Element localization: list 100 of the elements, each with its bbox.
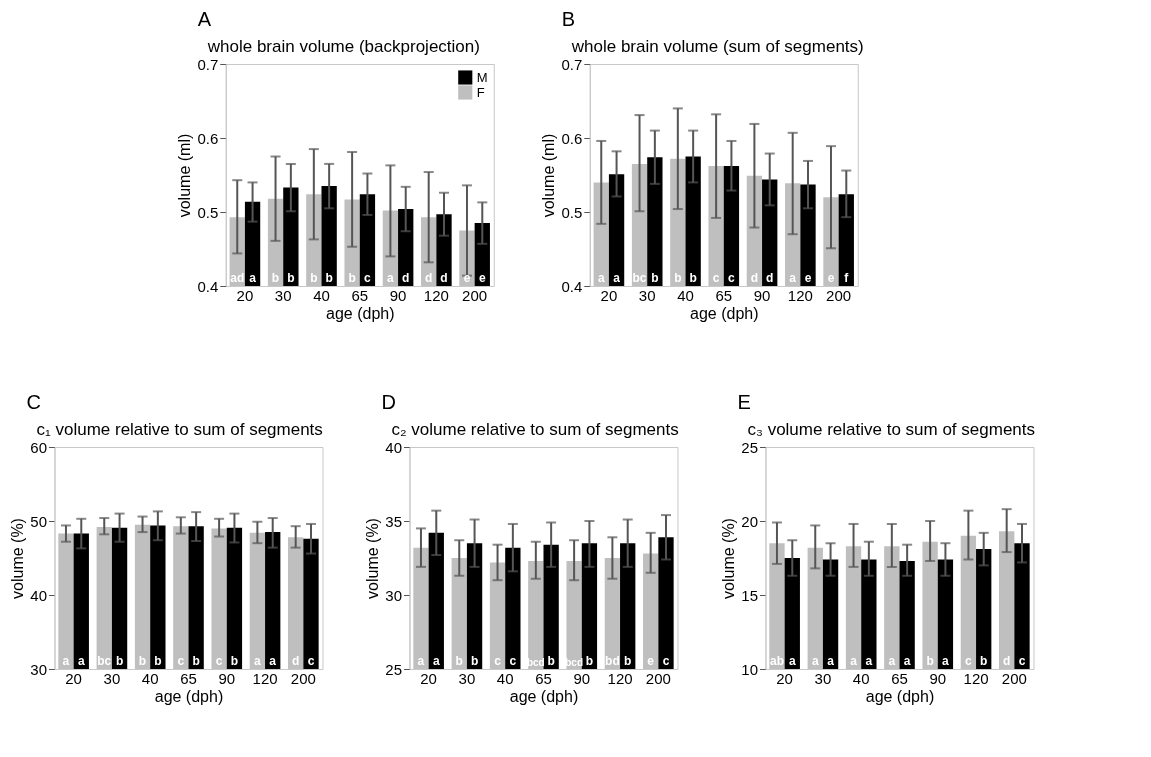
data-label: e xyxy=(647,654,655,668)
data-label: c xyxy=(494,654,502,668)
x-tick-label: 120 xyxy=(252,669,278,687)
data-label: a xyxy=(387,271,395,285)
y-tick-label: 20 xyxy=(741,512,758,530)
data-label: e xyxy=(804,271,812,285)
data-label: b xyxy=(192,654,200,668)
data-label: c xyxy=(712,271,720,285)
data-label: b xyxy=(115,654,124,668)
x-tick-label: 40 xyxy=(141,669,159,687)
x-tick-label: 20 xyxy=(420,669,437,687)
chart-title: c₃ volume relative to sum of segments xyxy=(747,420,1036,439)
data-label: a xyxy=(77,654,85,668)
data-label: b xyxy=(585,654,594,668)
x-tick-label: 20 xyxy=(65,669,82,687)
y-axis-title: volume (ml) xyxy=(540,133,558,218)
x-tick-label: 65 xyxy=(351,286,369,304)
data-label: b xyxy=(271,271,280,285)
x-tick-label: 90 xyxy=(929,669,947,687)
data-label: d xyxy=(1003,654,1011,668)
legend-label: F xyxy=(476,84,485,100)
x-tick-label: 20 xyxy=(776,669,793,687)
data-label: a xyxy=(417,654,425,668)
x-tick-label: 200 xyxy=(1001,669,1027,687)
data-label: c xyxy=(1018,654,1026,668)
data-label: b xyxy=(230,654,239,668)
x-tick-label: 200 xyxy=(290,669,316,687)
x-tick-label: 200 xyxy=(462,286,488,304)
y-tick-label: 25 xyxy=(741,438,758,456)
x-axis-title: age (dph) xyxy=(154,687,224,705)
x-tick-label: 120 xyxy=(423,286,449,304)
x-tick-label: 30 xyxy=(814,669,832,687)
x-tick-label: 200 xyxy=(645,669,671,687)
data-label: b xyxy=(455,654,463,668)
x-tick-label: 30 xyxy=(103,669,121,687)
data-label: b xyxy=(348,271,356,285)
y-tick-label: 35 xyxy=(385,512,402,530)
x-tick-label: 90 xyxy=(573,669,591,687)
data-label: a xyxy=(942,654,950,668)
y-tick-label: 0.5 xyxy=(561,203,583,221)
chart-title: whole brain volume (sum of segments) xyxy=(570,37,864,56)
chart-title: c₁ volume relative to sum of segments xyxy=(36,420,323,439)
data-label: bd xyxy=(605,654,620,668)
legend-label: M xyxy=(476,69,488,85)
data-label: c xyxy=(662,654,670,668)
data-label: a xyxy=(789,271,797,285)
y-tick-label: 30 xyxy=(385,586,402,604)
y-tick-label: 40 xyxy=(30,586,47,604)
y-tick-label: 0.4 xyxy=(561,277,583,295)
x-tick-label: 120 xyxy=(787,286,813,304)
data-label: a xyxy=(865,654,873,668)
x-tick-label: 40 xyxy=(852,669,870,687)
text: E xyxy=(737,391,751,413)
y-tick-label: 0.4 xyxy=(197,277,219,295)
data-label: ab xyxy=(769,654,784,668)
x-tick-label: 120 xyxy=(607,669,633,687)
x-tick-label: 40 xyxy=(313,286,330,304)
y-axis-title: volume (%) xyxy=(364,518,382,599)
data-label: d xyxy=(292,654,300,668)
data-label: a xyxy=(432,654,440,668)
data-label: bc xyxy=(632,271,647,285)
data-label: b xyxy=(138,654,147,668)
x-tick-label: 65 xyxy=(535,669,552,687)
data-label: b xyxy=(287,271,295,285)
data-label: a xyxy=(254,654,262,668)
data-label: d xyxy=(766,271,774,285)
data-label: c xyxy=(177,654,185,668)
data-label: a xyxy=(249,271,257,285)
x-axis-title: age (dph) xyxy=(865,687,935,705)
data-label: a xyxy=(811,654,819,668)
chart-title: c₂ volume relative to sum of segments xyxy=(391,420,679,439)
data-label: c xyxy=(364,271,372,285)
data-label: b xyxy=(310,271,318,285)
y-tick-label: 15 xyxy=(741,586,758,604)
x-tick-label: 90 xyxy=(753,286,771,304)
data-label: a xyxy=(597,271,605,285)
y-tick-label: 60 xyxy=(30,438,47,456)
y-axis-title: volume (ml) xyxy=(176,133,194,218)
x-axis-title: age (dph) xyxy=(509,687,579,705)
y-tick-label: 0.6 xyxy=(197,129,219,147)
data-label: a xyxy=(850,654,858,668)
x-tick-label: 20 xyxy=(236,286,254,304)
data-label: bc xyxy=(97,654,112,668)
data-label: ad xyxy=(230,271,245,285)
x-tick-label: 40 xyxy=(677,286,694,304)
y-tick-label: 25 xyxy=(385,660,402,678)
x-tick-label: 20 xyxy=(600,286,618,304)
data-label: b xyxy=(154,654,162,668)
data-label: b xyxy=(470,654,479,668)
data-label: b xyxy=(980,654,988,668)
x-tick-label: 30 xyxy=(638,286,656,304)
y-tick-label: 0.7 xyxy=(561,55,583,73)
data-label: a xyxy=(903,654,911,668)
x-tick-label: 90 xyxy=(218,669,236,687)
data-label: c xyxy=(728,271,736,285)
x-tick-label: 65 xyxy=(715,286,733,304)
x-axis-title: age (dph) xyxy=(326,304,395,322)
data-label: a xyxy=(827,654,835,668)
x-tick-label: 65 xyxy=(180,669,197,687)
y-tick-label: 40 xyxy=(385,438,402,456)
